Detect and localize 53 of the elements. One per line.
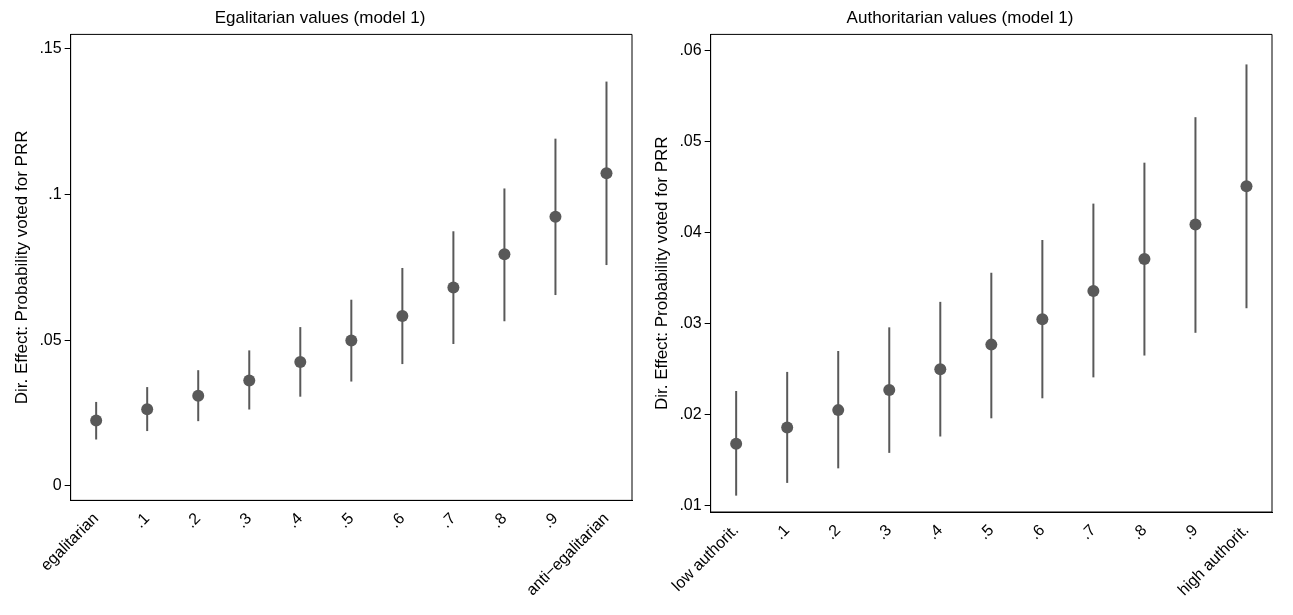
x-tick-label: .7 [437, 509, 459, 531]
point [396, 310, 409, 323]
point [1036, 313, 1049, 326]
x-tick-label: .3 [233, 509, 255, 531]
x-tick-label: .2 [182, 509, 204, 531]
x-tick-label: .6 [386, 509, 408, 531]
point [192, 389, 205, 402]
point [90, 414, 103, 427]
y-axis-title: Dir. Effect: Probability voted for PRR [11, 130, 31, 405]
y-tick-label: .06 [679, 41, 702, 59]
point [781, 421, 794, 434]
point [730, 437, 743, 450]
point [1240, 180, 1253, 193]
y-tick-label: .01 [679, 496, 702, 514]
point [832, 404, 845, 417]
point [600, 167, 613, 180]
x-tick-label: .7 [1077, 520, 1099, 543]
chart-title: Egalitarian values (model 1) [214, 7, 426, 27]
x-tick-label: .4 [284, 509, 306, 531]
y-tick-label: .04 [679, 223, 702, 241]
point [243, 374, 256, 387]
y-axis-title: Dir. Effect: Probability voted for PRR [651, 136, 671, 411]
x-tick-label: .5 [335, 509, 357, 531]
y-tick-label: .03 [679, 314, 702, 332]
x-tick-label: .1 [130, 509, 153, 531]
point [1189, 218, 1202, 231]
point [141, 403, 154, 416]
chart-title: Authoritarian values (model 1) [846, 7, 1074, 27]
point [498, 248, 511, 261]
point [883, 384, 896, 397]
x-tick-label: .5 [975, 520, 997, 543]
y-tick-label: .15 [39, 39, 62, 57]
point [1138, 253, 1151, 266]
x-tick-label: .8 [1128, 520, 1150, 543]
x-tick-label: .8 [488, 509, 510, 531]
point [294, 356, 307, 369]
y-tick-label: 0 [52, 476, 62, 494]
x-tick-label: .2 [822, 520, 844, 543]
point [934, 363, 947, 376]
point [549, 210, 562, 223]
x-tick-label: .1 [770, 520, 793, 543]
y-tick-label: .1 [48, 184, 62, 202]
x-tick-label: .4 [924, 520, 946, 543]
point [1087, 284, 1100, 297]
x-tick-label: .3 [873, 520, 895, 543]
y-tick-label: .02 [679, 405, 702, 423]
point [447, 281, 460, 294]
x-tick-label: .6 [1026, 520, 1048, 543]
y-tick-label: .05 [679, 132, 702, 150]
point [345, 334, 358, 347]
x-tick-label: .9 [1179, 520, 1201, 543]
point [985, 338, 998, 351]
y-tick-label: .05 [39, 330, 62, 348]
